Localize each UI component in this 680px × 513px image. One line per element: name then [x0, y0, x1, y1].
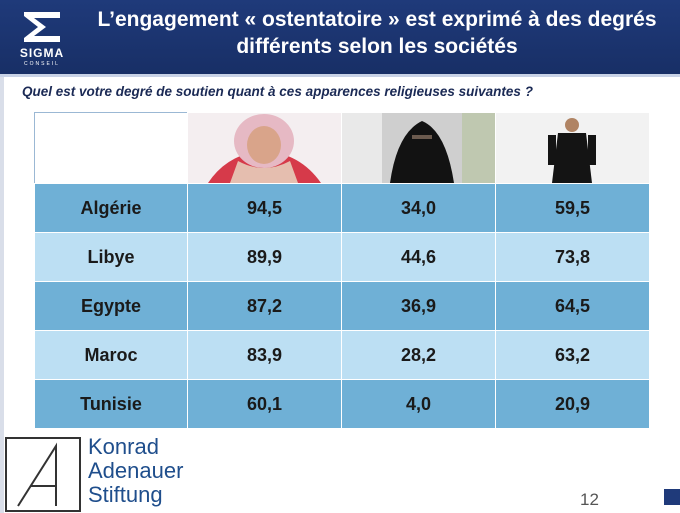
header-divider: [0, 74, 680, 77]
value-cell: 36,9: [341, 281, 496, 331]
sigma-logo: SIGMA CONSEIL: [8, 8, 76, 68]
kas-line-3: Stiftung: [88, 482, 163, 507]
value-cell: 28,2: [341, 330, 496, 380]
value-cell: 20,9: [495, 379, 650, 429]
table-row: Libye 89,9 44,6 73,8: [34, 232, 650, 282]
kas-logo-icon: [5, 437, 81, 512]
value-cell: 87,2: [187, 281, 342, 331]
hijab-woman-photo-icon: [188, 113, 341, 183]
empty-corner-cell: [34, 112, 188, 184]
country-cell: Egypte: [34, 281, 188, 331]
value-cell: 63,2: [495, 330, 650, 380]
table-row: Tunisie 60,1 4,0 20,9: [34, 379, 650, 429]
value-cell: 4,0: [341, 379, 496, 429]
image-header-row: [34, 112, 650, 184]
country-cell: Algérie: [34, 183, 188, 233]
logo-subtitle: CONSEIL: [24, 61, 60, 67]
page-number: 12: [580, 490, 599, 509]
photo-cell-niqab: [341, 112, 496, 184]
value-cell: 89,9: [187, 232, 342, 282]
value-cell: 59,5: [495, 183, 650, 233]
value-cell: 64,5: [495, 281, 650, 331]
value-cell: 83,9: [187, 330, 342, 380]
table-row: Egypte 87,2 36,9 64,5: [34, 281, 650, 331]
qamis-man-photo-icon: [496, 113, 649, 183]
results-table: Algérie 94,5 34,0 59,5 Libye 89,9 44,6 73,8 Egyp…: [34, 112, 650, 429]
survey-question: Quel est votre degré de soutien quant à …: [22, 84, 533, 99]
value-cell: 44,6: [341, 232, 496, 282]
value-cell: 34,0: [341, 183, 496, 233]
slide-header: SIGMA CONSEIL L’engagement « ostentatoir…: [0, 0, 680, 74]
kas-line-1: Konrad: [88, 434, 159, 459]
photo-cell-qamis: [495, 112, 650, 184]
left-edge-bar: [0, 77, 4, 513]
table-row: Maroc 83,9 28,2 63,2: [34, 330, 650, 380]
page-title: L’engagement « ostentatoire » est exprim…: [97, 8, 657, 58]
value-cell: 94,5: [187, 183, 342, 233]
value-cell: 73,8: [495, 232, 650, 282]
sigma-symbol-icon: [24, 12, 60, 42]
logo-word: SIGMA: [19, 46, 65, 60]
country-cell: Libye: [34, 232, 188, 282]
table-row: Algérie 94,5 34,0 59,5: [34, 183, 650, 233]
country-cell: Tunisie: [34, 379, 188, 429]
kas-line-2: Adenauer: [88, 458, 184, 483]
corner-square: [664, 489, 680, 505]
photo-cell-hijab: [187, 112, 342, 184]
value-cell: 60,1: [187, 379, 342, 429]
country-cell: Maroc: [34, 330, 188, 380]
kas-wordmark: Konrad Adenauer Stiftung: [88, 435, 183, 507]
niqab-woman-photo-icon: [342, 113, 495, 183]
